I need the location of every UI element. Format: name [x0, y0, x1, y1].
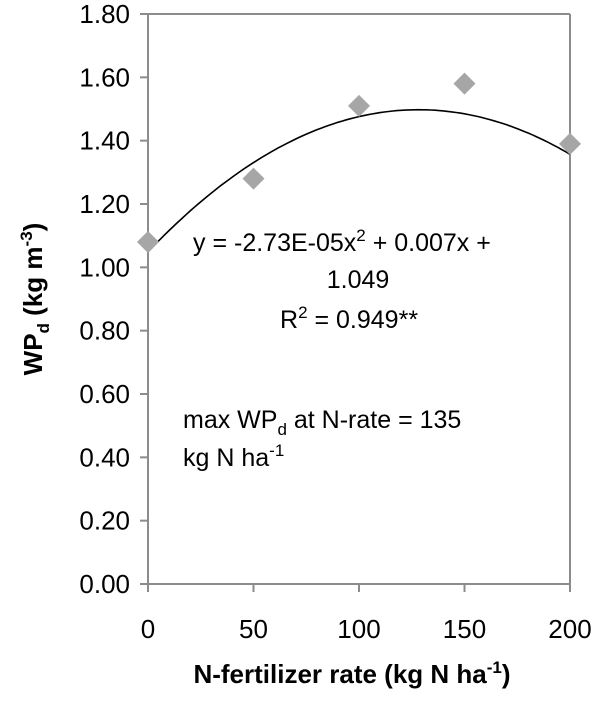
data-point — [348, 94, 370, 117]
data-points — [137, 72, 581, 253]
x-tick-label: 100 — [337, 614, 380, 644]
y-tick-label: 0.60 — [79, 379, 130, 409]
equation-line-1: y = -2.73E-05x2 + 0.007x + — [193, 226, 491, 257]
x-tick-label: 200 — [548, 614, 591, 644]
y-tick-label: 1.20 — [79, 189, 130, 219]
y-tick-label: 0.20 — [79, 506, 130, 536]
max-note-line-1: max WPd at N-rate = 135 — [183, 406, 461, 439]
r-squared: R2 = 0.949** — [280, 303, 418, 334]
y-axis-title: WPd (kg m-3) — [17, 223, 53, 376]
data-point — [559, 132, 581, 155]
x-tick-label: 150 — [443, 614, 486, 644]
x-axis-title: N-fertilizer rate (kg N ha-1) — [193, 658, 510, 689]
equation-line-2: 1.049 — [327, 266, 390, 294]
data-point — [453, 72, 476, 95]
y-tick-label: 1.60 — [79, 62, 130, 92]
data-point — [137, 231, 159, 253]
y-tick-label: 0.40 — [79, 442, 130, 472]
x-tick-label: 0 — [141, 614, 155, 644]
y-ticks: 0.00 0.20 0.40 0.60 0.80 1.00 1.20 1.40 1.60 1.80 — [79, 0, 148, 599]
max-note-line-2: kg N ha-1 — [183, 441, 284, 472]
y-tick-label: 0.80 — [79, 316, 130, 346]
x-ticks: 0 50 100 150 200 — [141, 584, 592, 644]
data-point — [242, 167, 265, 190]
y-tick-label: 0.00 — [79, 569, 130, 599]
y-tick-label: 1.00 — [79, 252, 130, 282]
y-tick-label: 1.40 — [79, 126, 130, 156]
y-tick-label: 1.80 — [79, 0, 130, 29]
x-tick-label: 50 — [239, 614, 268, 644]
